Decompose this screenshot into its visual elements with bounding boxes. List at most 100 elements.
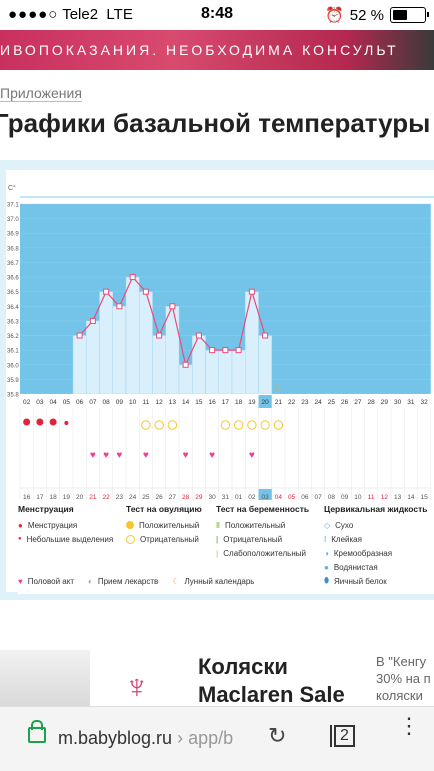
y-tick-label: 37.1 bbox=[7, 203, 19, 209]
date-label: 19 bbox=[63, 494, 71, 501]
temperature-point bbox=[222, 347, 229, 354]
status-bar: ●●●●○ Tele2 LTE 8:48 ⏰ 52 % bbox=[0, 0, 434, 30]
tabs-count: 2 bbox=[334, 725, 355, 747]
temp-column bbox=[192, 335, 206, 395]
carrier-info: ●●●●○ Tele2 LTE bbox=[8, 6, 133, 23]
y-unit-label: C° bbox=[8, 184, 16, 192]
temperature-point bbox=[142, 288, 149, 295]
heart-icon: ♥ bbox=[209, 450, 215, 461]
date-label: 26 bbox=[156, 494, 164, 501]
url-field[interactable]: m.babyblog.ru › app/b bbox=[58, 728, 234, 748]
temperature-point bbox=[195, 332, 202, 339]
temperature-point bbox=[76, 332, 83, 339]
ad-title-line2[interactable]: Maclaren Sale bbox=[198, 682, 345, 707]
blood-drop-icon bbox=[49, 418, 57, 426]
temp-column bbox=[72, 335, 87, 395]
temperature-point bbox=[169, 303, 176, 310]
temperature-point bbox=[156, 332, 163, 339]
temp-column bbox=[178, 364, 193, 395]
temp-column bbox=[86, 320, 100, 395]
date-label: 30 bbox=[209, 494, 217, 501]
ovulation-test-icon bbox=[167, 420, 178, 430]
battery-percent: 52 % bbox=[349, 6, 384, 24]
temperature-point bbox=[235, 347, 242, 354]
legend-cervical-title: Цервикальная жидкость bbox=[324, 504, 428, 514]
day-highlight bbox=[258, 395, 272, 408]
legend-item: Отрицательный bbox=[223, 534, 283, 544]
legend-item: Положительный bbox=[139, 520, 200, 530]
y-tick-label: 36.8 bbox=[7, 246, 19, 252]
day-label: 05 bbox=[63, 399, 71, 406]
tabs-button[interactable]: 2 bbox=[330, 723, 355, 749]
day-label: 32 bbox=[421, 399, 429, 406]
ovulation-test-icon bbox=[154, 420, 164, 430]
day-label: 21 bbox=[275, 399, 283, 406]
date-label: 13 bbox=[394, 494, 402, 501]
alarm-icon: ⏰ bbox=[325, 7, 344, 24]
legend-item: Положительный bbox=[224, 520, 286, 530]
temperature-point bbox=[182, 361, 189, 368]
warning-banner: ИВОПОКАЗАНИЯ. НЕОБХОДИМА КОНСУЛЬТ bbox=[0, 30, 434, 70]
day-label: 25 bbox=[328, 399, 336, 406]
menu-dots-icon[interactable]: ⋮ bbox=[398, 713, 420, 738]
day-label: 16 bbox=[209, 399, 217, 406]
temperature-point bbox=[129, 274, 136, 281]
y-tick-label: 35.9 bbox=[7, 378, 19, 384]
temperature-point bbox=[103, 288, 110, 295]
y-tick-label: 36.9 bbox=[7, 232, 19, 238]
temp-column bbox=[165, 306, 180, 395]
day-row-bg bbox=[20, 394, 431, 408]
legend-ovulation-title: Тест на овуляцию bbox=[126, 504, 202, 514]
legend-item: Небольшие выделения bbox=[26, 534, 114, 544]
ad-title-line1[interactable]: Коляски bbox=[198, 654, 288, 679]
temperature-point bbox=[89, 317, 96, 324]
date-label: 11 bbox=[368, 494, 375, 501]
day-label: 30 bbox=[394, 399, 402, 406]
date-label: 25 bbox=[142, 494, 150, 501]
heart-icon: ♥ bbox=[143, 450, 149, 461]
date-label: 06 bbox=[301, 494, 309, 501]
day-label: 04 bbox=[50, 399, 58, 406]
ad-description-line3: коляски bbox=[376, 688, 423, 703]
legend-item: Яичный белок bbox=[334, 576, 387, 586]
day-label: 29 bbox=[381, 399, 389, 406]
blood-drop-icon: ● bbox=[18, 520, 23, 530]
day-label: 06 bbox=[76, 399, 84, 406]
banner-text: ИВОПОКАЗАНИЯ. НЕОБХОДИМА КОНСУЛЬТ bbox=[0, 42, 399, 58]
page-title: Графики базальной температуры bbox=[0, 108, 431, 138]
blood-drop-icon bbox=[23, 418, 31, 426]
chart-legend: Менструация ● Менструация ● Небольшие выде… bbox=[18, 500, 434, 594]
positive-circle-icon bbox=[126, 521, 134, 529]
y-tick-label: 36.7 bbox=[7, 261, 19, 267]
date-label: 31 bbox=[222, 494, 230, 501]
heart-icon: ♥ bbox=[183, 450, 189, 461]
ad-image bbox=[0, 650, 90, 710]
date-label: 04 bbox=[275, 494, 283, 501]
day-label: 03 bbox=[36, 399, 44, 406]
legend-item: Лунный календарь bbox=[184, 576, 255, 586]
y-tick-label: 36.0 bbox=[7, 363, 19, 369]
ovulation-test-icon bbox=[233, 420, 244, 430]
date-label: 20 bbox=[76, 494, 84, 501]
reload-icon[interactable]: ↻ bbox=[268, 723, 287, 748]
breadcrumb[interactable]: Приложения bbox=[0, 85, 82, 102]
ad-block[interactable]: ♆ Коляски Maclaren Sale В "Кенгу 30% на … bbox=[0, 640, 434, 710]
date-label: 01 bbox=[235, 494, 243, 501]
negative-circle-icon bbox=[126, 534, 135, 544]
day-label: 09 bbox=[116, 399, 124, 406]
date-highlight bbox=[258, 489, 272, 502]
y-tick-label: 36.5 bbox=[7, 290, 19, 296]
temp-column bbox=[231, 349, 246, 395]
temp-column bbox=[125, 276, 140, 395]
temperature-chart-svg: C° 37.1 37.0 36.9 36.8 36.7 36.6 36.5 36.4 36.3 36… bbox=[7, 184, 434, 510]
ad-description-line2: 30% на п bbox=[376, 671, 431, 686]
date-label: 15 bbox=[421, 494, 429, 501]
day-label: 18 bbox=[235, 399, 243, 406]
clock: 8:48 bbox=[200, 5, 234, 22]
carrier-name: Tele2 bbox=[62, 6, 99, 23]
y-tick-label: 37.0 bbox=[7, 217, 19, 223]
legend-item: Водянистая bbox=[333, 562, 378, 572]
legend-cervical: Цервикальная жидкость ◇ Сухо Ӏ Клейкая ◑ Кр… bbox=[324, 504, 427, 588]
ovulation-test-icon bbox=[273, 420, 284, 430]
egg-white-icon: ⬮ bbox=[324, 576, 330, 585]
